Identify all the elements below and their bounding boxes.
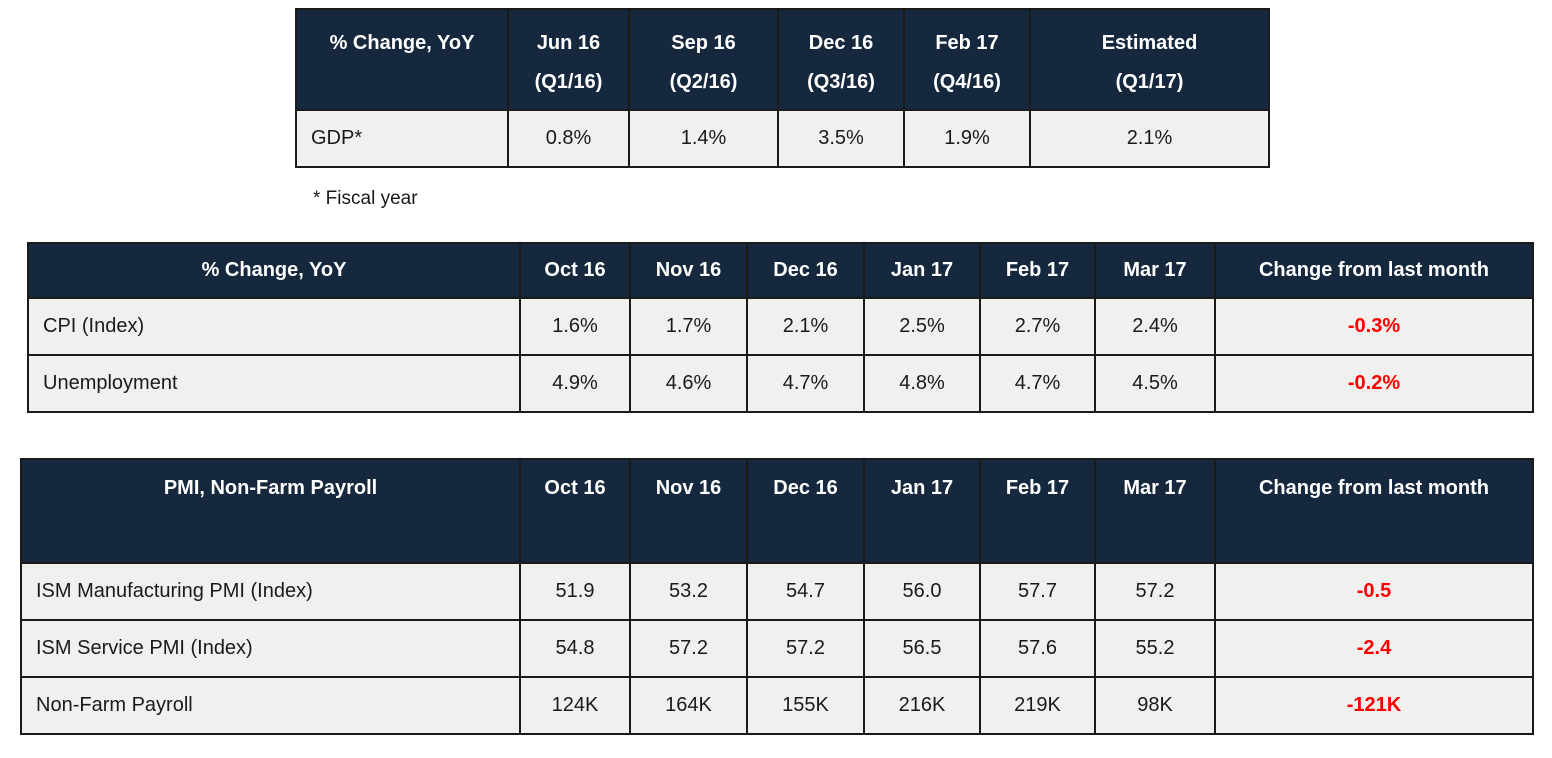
pmi-header-col-feb17: Feb 17 [979, 458, 1096, 564]
gdp-table: % Change, YoY Jun 16 (Q1/16) Sep 16 (Q2/… [295, 8, 1270, 168]
table-row-gdp: GDP* 0.8% 1.4% 3.5% 1.9% 2.1% [295, 109, 1270, 168]
cpi-header-col-jan17: Jan 17 [863, 242, 981, 299]
pmi-header-col-change: Change from last month [1214, 458, 1534, 564]
column-header-line2: (Q1/17) [1115, 71, 1184, 93]
gdp-value-feb17: 1.9% [903, 109, 1031, 168]
nonfarm-payroll-value-jan17: 216K [863, 676, 981, 735]
pmi-payroll-table: PMI, Non-Farm Payroll Oct 16 Nov 16 Dec … [20, 458, 1534, 735]
cpi-unemployment-table: % Change, YoY Oct 16 Nov 16 Dec 16 Jan 1… [27, 242, 1534, 413]
ism-manufacturing-value-oct16: 51.9 [519, 562, 631, 621]
cpi-value-nov16: 1.7% [629, 297, 748, 356]
column-header-line2: (Q4/16) [933, 71, 1001, 93]
cpi-value-dec16: 2.1% [746, 297, 865, 356]
gdp-header-col-jun16: Jun 16 (Q1/16) [507, 8, 630, 111]
unemployment-value-jan17: 4.8% [863, 354, 981, 413]
ism-manufacturing-value-dec16: 54.7 [746, 562, 865, 621]
ism-service-value-jan17: 56.5 [863, 619, 981, 678]
gdp-header-col-estimated: Estimated (Q1/17) [1029, 8, 1270, 111]
gdp-header-col-feb17: Feb 17 (Q4/16) [903, 8, 1031, 111]
nonfarm-payroll-value-feb17: 219K [979, 676, 1096, 735]
gdp-value-dec16: 3.5% [777, 109, 905, 168]
column-header-line1: Sep 16 [671, 32, 736, 54]
cpi-value-jan17: 2.5% [863, 297, 981, 356]
nonfarm-payroll-value-nov16: 164K [629, 676, 748, 735]
nonfarm-payroll-value-oct16: 124K [519, 676, 631, 735]
unemployment-value-mar17: 4.5% [1094, 354, 1216, 413]
ism-manufacturing-value-mar17: 57.2 [1094, 562, 1216, 621]
table-row-cpi: CPI (Index) 1.6% 1.7% 2.1% 2.5% 2.7% 2.4… [27, 297, 1534, 356]
cpi-header-title: % Change, YoY [27, 242, 521, 299]
nonfarm-payroll-value-dec16: 155K [746, 676, 865, 735]
column-header-line2: (Q2/16) [669, 71, 738, 93]
column-header-line1: Dec 16 [808, 32, 874, 54]
gdp-header-col-sep16: Sep 16 (Q2/16) [628, 8, 779, 111]
cpi-header-col-change: Change from last month [1214, 242, 1534, 299]
pmi-header-col-jan17: Jan 17 [863, 458, 981, 564]
ism-service-value-oct16: 54.8 [519, 619, 631, 678]
fiscal-year-footnote: * Fiscal year [313, 188, 418, 209]
row-label-gdp: GDP* [295, 109, 509, 168]
column-header-line1: Jun 16 [536, 32, 601, 54]
pmi-header-col-nov16: Nov 16 [629, 458, 748, 564]
column-header-line2: (Q3/16) [807, 71, 875, 93]
ism-manufacturing-value-nov16: 53.2 [629, 562, 748, 621]
ism-service-change-value: -2.4 [1214, 619, 1534, 678]
table-row-nonfarm-payroll: Non-Farm Payroll 124K 164K 155K 216K 219… [20, 676, 1534, 735]
row-label-cpi: CPI (Index) [27, 297, 521, 356]
ism-service-value-nov16: 57.2 [629, 619, 748, 678]
gdp-value-sep16: 1.4% [628, 109, 779, 168]
table-row-ism-manufacturing: ISM Manufacturing PMI (Index) 51.9 53.2 … [20, 562, 1534, 621]
pmi-header-row: PMI, Non-Farm Payroll Oct 16 Nov 16 Dec … [20, 458, 1534, 564]
cpi-change-value: -0.3% [1214, 297, 1534, 356]
pmi-header-col-dec16: Dec 16 [746, 458, 865, 564]
ism-service-value-dec16: 57.2 [746, 619, 865, 678]
nonfarm-payroll-value-mar17: 98K [1094, 676, 1216, 735]
cpi-header-col-mar17: Mar 17 [1094, 242, 1216, 299]
ism-manufacturing-value-jan17: 56.0 [863, 562, 981, 621]
table-row-unemployment: Unemployment 4.9% 4.6% 4.7% 4.8% 4.7% 4.… [27, 354, 1534, 413]
gdp-header-row: % Change, YoY Jun 16 (Q1/16) Sep 16 (Q2/… [295, 8, 1270, 111]
cpi-header-col-nov16: Nov 16 [629, 242, 748, 299]
column-header-line2: (Q1/16) [534, 71, 603, 93]
cpi-header-col-oct16: Oct 16 [519, 242, 631, 299]
cpi-header-col-dec16: Dec 16 [746, 242, 865, 299]
gdp-header-title: % Change, YoY [295, 8, 509, 111]
table-row-ism-service: ISM Service PMI (Index) 54.8 57.2 57.2 5… [20, 619, 1534, 678]
ism-service-value-feb17: 57.6 [979, 619, 1096, 678]
cpi-value-feb17: 2.7% [979, 297, 1096, 356]
unemployment-change-value: -0.2% [1214, 354, 1534, 413]
cpi-value-mar17: 2.4% [1094, 297, 1216, 356]
unemployment-value-oct16: 4.9% [519, 354, 631, 413]
unemployment-value-nov16: 4.6% [629, 354, 748, 413]
unemployment-value-dec16: 4.7% [746, 354, 865, 413]
gdp-value-jun16: 0.8% [507, 109, 630, 168]
row-label-unemployment: Unemployment [27, 354, 521, 413]
pmi-header-title: PMI, Non-Farm Payroll [20, 458, 521, 564]
ism-manufacturing-change-value: -0.5 [1214, 562, 1534, 621]
gdp-header-col-dec16: Dec 16 (Q3/16) [777, 8, 905, 111]
cpi-value-oct16: 1.6% [519, 297, 631, 356]
gdp-value-estimated: 2.1% [1029, 109, 1270, 168]
gdp-header-title-text: % Change, YoY [329, 32, 475, 54]
row-label-nonfarm-payroll: Non-Farm Payroll [20, 676, 521, 735]
cpi-header-col-feb17: Feb 17 [979, 242, 1096, 299]
unemployment-value-feb17: 4.7% [979, 354, 1096, 413]
cpi-header-row: % Change, YoY Oct 16 Nov 16 Dec 16 Jan 1… [27, 242, 1534, 299]
ism-manufacturing-value-feb17: 57.7 [979, 562, 1096, 621]
row-label-ism-service: ISM Service PMI (Index) [20, 619, 521, 678]
column-header-line1: Feb 17 [935, 32, 999, 54]
pmi-header-col-mar17: Mar 17 [1094, 458, 1216, 564]
column-header-line1: Estimated [1101, 32, 1198, 54]
ism-service-value-mar17: 55.2 [1094, 619, 1216, 678]
nonfarm-payroll-change-value: -121K [1214, 676, 1534, 735]
row-label-ism-manufacturing: ISM Manufacturing PMI (Index) [20, 562, 521, 621]
pmi-header-col-oct16: Oct 16 [519, 458, 631, 564]
